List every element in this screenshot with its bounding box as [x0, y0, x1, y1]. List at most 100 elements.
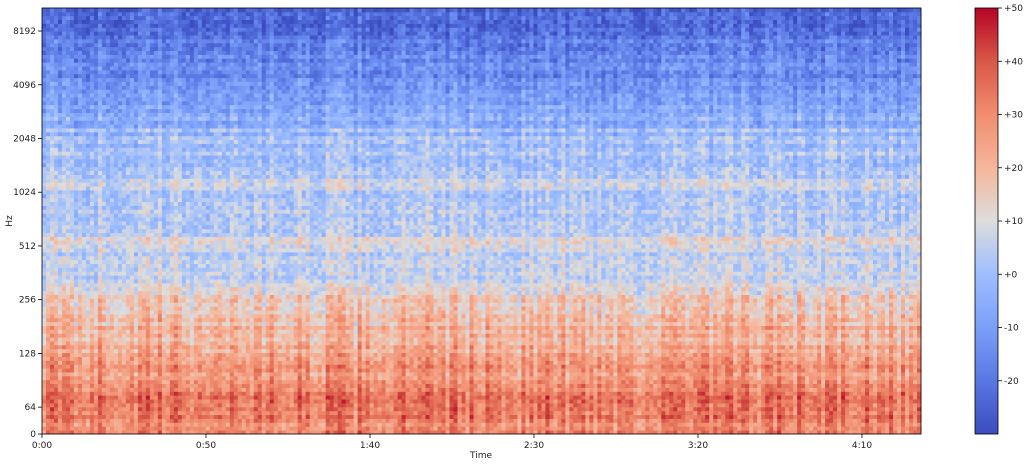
spectrogram-cell — [42, 426, 47, 431]
spectrogram-cell — [53, 372, 59, 377]
spectrogram-cell — [349, 364, 355, 369]
spectrogram-cell — [541, 395, 546, 400]
spectrogram-cell — [333, 395, 339, 400]
spectrogram-cell — [605, 406, 610, 412]
spectrogram-cell — [357, 368, 363, 373]
spectrogram-cell — [397, 379, 402, 385]
spectrogram-cell — [293, 348, 299, 354]
spectrogram-cell — [705, 387, 710, 392]
spectrogram-cell — [489, 387, 494, 392]
spectrogram-cell — [557, 387, 562, 392]
spectrogram-cell — [897, 368, 902, 373]
spectrogram-cell — [633, 360, 638, 365]
spectrogram-cell — [429, 391, 434, 396]
spectrogram-cell — [161, 364, 167, 369]
spectrogram-cell — [273, 418, 279, 423]
spectrogram-cell — [601, 410, 606, 416]
spectrogram-cell — [133, 426, 139, 431]
spectrogram-cell — [861, 391, 866, 396]
spectrogram-cell — [729, 383, 734, 388]
spectrogram-cell — [813, 414, 818, 419]
spectrogram-cell — [173, 372, 179, 377]
spectrogram-cell — [801, 395, 806, 400]
spectrogram-cell — [289, 368, 295, 373]
spectrogram-cell — [209, 387, 215, 392]
spectrogram-cell — [205, 414, 211, 419]
spectrogram-cell — [769, 399, 774, 404]
spectrogram-cell — [273, 406, 279, 412]
spectrogram-cell — [329, 414, 335, 419]
spectrogram-cell — [137, 406, 143, 412]
spectrogram-cell — [209, 383, 215, 388]
spectrogram-cell — [745, 430, 750, 435]
spectrogram-cell — [701, 383, 706, 388]
spectrogram-cell — [673, 395, 678, 400]
spectrogram-cell — [817, 391, 822, 396]
spectrogram-cell — [689, 403, 694, 408]
spectrogram-cell — [561, 414, 566, 419]
spectrogram-cell — [393, 430, 398, 435]
spectrogram-cell — [317, 403, 323, 408]
spectrogram-cell — [545, 418, 550, 423]
spectrogram-cell — [561, 391, 566, 396]
spectrogram-cell — [613, 360, 618, 365]
spectrogram-cell — [661, 352, 666, 357]
spectrogram-cell — [497, 364, 502, 369]
spectrogram-cell — [529, 356, 534, 361]
spectrogram-cell — [333, 364, 339, 369]
spectrogram-cell — [117, 344, 123, 350]
spectrogram-cell — [669, 410, 674, 416]
spectrogram-cell — [233, 387, 239, 392]
spectrogram-cell — [169, 391, 175, 396]
spectrogram-cell — [581, 372, 586, 377]
spectrogram-cell — [833, 422, 838, 427]
spectrogram-cell — [653, 418, 658, 423]
spectrogram-cell — [405, 414, 410, 419]
spectrogram-cell — [529, 379, 534, 385]
spectrogram-cell — [497, 348, 502, 354]
spectrogram-cell — [517, 430, 522, 435]
spectrogram-cell — [661, 430, 666, 435]
spectrogram-cell — [713, 352, 718, 357]
spectrogram-cell — [553, 391, 558, 396]
spectrogram-cell — [741, 426, 746, 431]
spectrogram-cell — [721, 356, 726, 361]
spectrogram-cell — [125, 379, 131, 385]
spectrogram-cell — [357, 418, 363, 423]
spectrogram-cell — [297, 360, 303, 365]
spectrogram-cell — [825, 414, 830, 419]
spectrogram-cell — [673, 364, 678, 369]
spectrogram-cell — [829, 356, 834, 361]
spectrogram-cell — [901, 422, 906, 427]
spectrogram-cell — [893, 360, 898, 365]
spectrogram-cell — [281, 364, 287, 369]
spectrogram-cell — [517, 395, 522, 400]
spectrogram-cell — [529, 418, 534, 423]
spectrogram-cell — [537, 364, 542, 369]
spectrogram-cell — [693, 418, 698, 423]
spectrogram-cell — [117, 352, 123, 357]
spectrogram-cell — [217, 368, 223, 373]
spectrogram-cell — [321, 383, 327, 388]
spectrogram-cell — [813, 375, 818, 381]
spectrogram-cell — [257, 406, 263, 412]
spectrogram-cell — [605, 403, 610, 408]
spectrogram-cell — [69, 352, 75, 357]
spectrogram-cell — [245, 410, 251, 416]
spectrogram-cell — [437, 344, 442, 350]
spectrogram-cell — [873, 418, 878, 423]
spectrogram-cell — [453, 383, 458, 388]
spectrogram-cell — [501, 422, 506, 427]
spectrogram-cell — [853, 430, 858, 435]
spectrogram-cell — [497, 379, 502, 385]
spectrogram-cell — [721, 387, 726, 392]
spectrogram-cell — [417, 418, 422, 423]
spectrogram-cell — [793, 348, 798, 354]
spectrogram-cell — [653, 368, 658, 373]
spectrogram-cell — [733, 422, 738, 427]
spectrogram-cell — [193, 379, 199, 385]
spectrogram-cell — [481, 422, 486, 427]
spectrogram-cell — [173, 387, 179, 392]
spectrogram-cell — [189, 344, 195, 350]
spectrogram-cell — [121, 352, 127, 357]
